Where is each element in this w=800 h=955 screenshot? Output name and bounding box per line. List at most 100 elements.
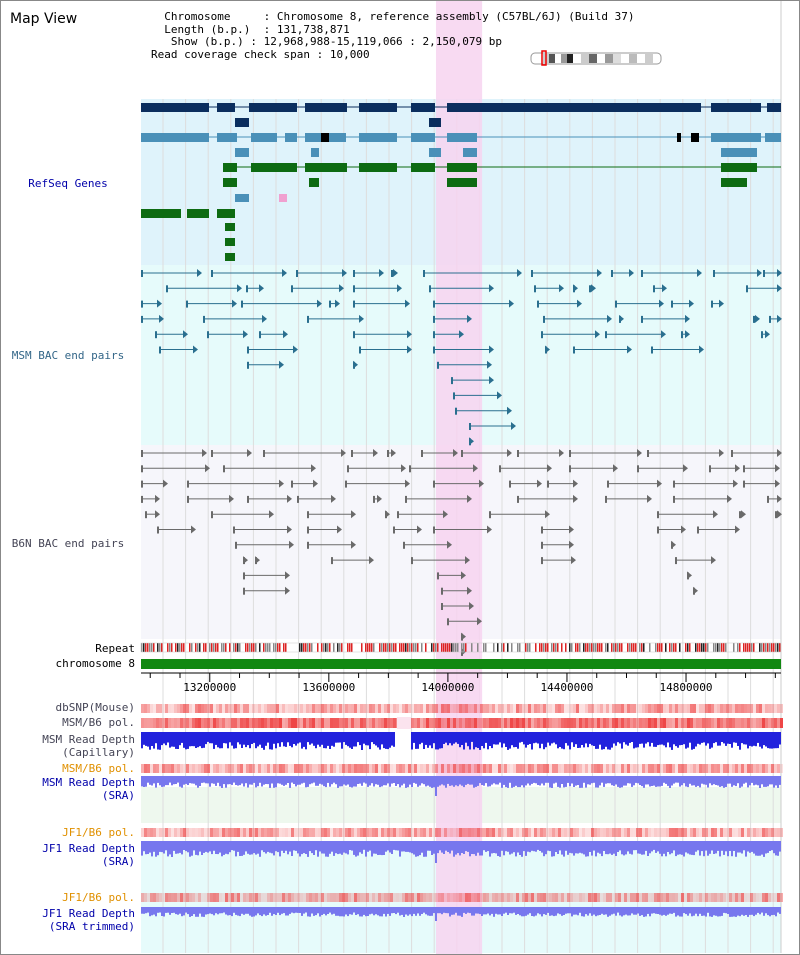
gene-row-1-exon[interactable] xyxy=(447,103,701,112)
gene-row-3-exon[interactable] xyxy=(765,133,781,142)
dbsnp-bin xyxy=(201,704,204,713)
msm-depth-sra-bin xyxy=(661,776,663,786)
gene-row-5-exon[interactable] xyxy=(359,163,397,172)
jf1-depth-trim-bin xyxy=(543,907,545,915)
dbsnp-bin xyxy=(420,704,423,713)
jf1-depth-sra-bin xyxy=(257,841,259,854)
dbsnp-bin xyxy=(624,704,627,713)
gene-exon[interactable] xyxy=(141,209,181,218)
msm-depth-cap-bin xyxy=(603,732,605,750)
gene-row-1-exon[interactable] xyxy=(249,103,297,112)
msm-depth-cap-bin xyxy=(351,732,353,749)
msm-bac-end xyxy=(296,270,298,277)
gene-exon[interactable] xyxy=(309,178,319,187)
track-label-jf1-depth-sra[interactable]: JF1 Read Depth xyxy=(42,842,135,855)
track-label-msm-depth-sra[interactable]: MSM Read Depth xyxy=(42,776,135,789)
gene-exon[interactable] xyxy=(279,194,287,202)
track-label-dbsnp[interactable]: dbSNP(Mouse) xyxy=(55,701,135,714)
gene-exon[interactable] xyxy=(311,148,319,157)
msm-pol-1-bin xyxy=(627,718,630,728)
gene-exon[interactable] xyxy=(235,148,249,157)
msm-bac-end xyxy=(651,346,653,354)
gene-row-1-exon[interactable] xyxy=(767,103,781,112)
track-label-b6n-bac[interactable]: B6N BAC end pairs xyxy=(11,537,125,550)
jf1-depth-trim-bin xyxy=(669,907,671,914)
track-label-jf1-pol-1[interactable]: JF1/B6 pol. xyxy=(62,826,135,839)
gene-row-5-exon[interactable] xyxy=(223,163,237,172)
repeat-element xyxy=(283,643,285,652)
gene-exon-dark[interactable] xyxy=(677,133,681,142)
gene-row-3-exon[interactable] xyxy=(359,133,397,142)
gene-row-5-exon[interactable] xyxy=(251,163,297,172)
msm-depth-sra-bin xyxy=(753,776,755,786)
msm-pol-2-bin xyxy=(510,764,513,773)
gene-exon-dark[interactable] xyxy=(691,133,699,142)
dbsnp-bin xyxy=(537,704,540,713)
gene-row-1-exon[interactable] xyxy=(305,103,347,112)
gene-exon[interactable] xyxy=(721,148,757,157)
gene-row-1-exon[interactable] xyxy=(411,103,435,112)
gene-exon[interactable] xyxy=(463,148,477,157)
gene-exon[interactable] xyxy=(429,148,441,157)
dbsnp-bin xyxy=(369,704,372,713)
gene-row-5-exon[interactable] xyxy=(447,163,477,172)
ideogram-band xyxy=(555,54,563,63)
gene-exon[interactable] xyxy=(447,178,477,187)
track-label-refseq[interactable]: RefSeq Genes xyxy=(28,177,108,190)
repeat-element xyxy=(463,643,465,652)
msm-depth-cap-bin xyxy=(683,732,685,745)
chromosome-bar[interactable] xyxy=(141,659,781,669)
gene-exon[interactable] xyxy=(235,118,249,127)
msm-pol-1-bin xyxy=(756,718,759,728)
selected-region-highlight[interactable] xyxy=(435,1,483,954)
track-label-msm-bac[interactable]: MSM BAC end pairs xyxy=(11,349,125,362)
gene-row-1-exon[interactable] xyxy=(141,103,209,112)
track-label-msm-depth-cap[interactable]: MSM Read Depth xyxy=(42,733,135,746)
gene-exon[interactable] xyxy=(223,178,237,187)
track-label-msm-pol-1[interactable]: MSM/B6 pol. xyxy=(62,716,135,729)
gene-row-1-exon[interactable] xyxy=(711,103,761,112)
gene-exon[interactable] xyxy=(225,253,235,261)
repeat-track[interactable] xyxy=(140,642,782,653)
track-label-jf1-depth-trim[interactable]: JF1 Read Depth xyxy=(42,907,135,920)
gene-row-3-exon[interactable] xyxy=(285,133,297,142)
gene-exon[interactable] xyxy=(721,178,747,187)
gene-row-5-exon[interactable] xyxy=(411,163,435,172)
gene-exon[interactable] xyxy=(217,209,235,218)
gene-row-1-exon[interactable] xyxy=(359,103,397,112)
gene-row-3-exon[interactable] xyxy=(141,133,209,142)
gene-exon[interactable] xyxy=(235,194,249,202)
track-label-jf1-pol-2[interactable]: JF1/B6 pol. xyxy=(62,891,135,904)
gene-row-1-exon[interactable] xyxy=(217,103,235,112)
jf1-depth-sra-bin xyxy=(263,841,265,853)
jf1-depth-sra-bin xyxy=(573,841,575,856)
gene-row-3-exon[interactable] xyxy=(447,133,477,142)
jf1-pol-1-bin xyxy=(603,828,606,837)
msm-pol-2-bin xyxy=(501,764,504,773)
gene-row-3-exon[interactable] xyxy=(411,133,435,142)
gene-exon-dark[interactable] xyxy=(321,133,329,142)
gene-row-3-exon[interactable] xyxy=(217,133,237,142)
repeat-element xyxy=(615,643,617,652)
gene-exon[interactable] xyxy=(745,148,757,157)
gene-row-5-exon[interactable] xyxy=(721,163,757,172)
gene-exon[interactable] xyxy=(187,209,209,218)
msm-depth-cap-bin xyxy=(559,732,561,747)
gene-row-5-exon[interactable] xyxy=(305,163,347,172)
repeat-element xyxy=(591,643,593,652)
gene-row-3-exon[interactable] xyxy=(711,133,761,142)
gene-row-3-exon[interactable] xyxy=(251,133,277,142)
msm-depth-sra-bin xyxy=(541,776,543,784)
track-label-msm-pol-2[interactable]: MSM/B6 pol. xyxy=(62,762,135,775)
b6n-bac-end xyxy=(693,586,698,595)
gene-exon[interactable] xyxy=(225,223,235,231)
track-label-repeat[interactable]: Repeat xyxy=(95,642,135,655)
jf1-pol-2-bin xyxy=(288,893,291,902)
gene-exon[interactable] xyxy=(225,238,235,246)
msm-pol-2-bin xyxy=(216,764,219,773)
chromosome-ideogram[interactable] xyxy=(530,52,662,65)
gene-exon[interactable] xyxy=(429,118,441,127)
ideogram-position-marker[interactable] xyxy=(541,50,547,66)
msm-depth-cap-bin xyxy=(381,732,383,745)
